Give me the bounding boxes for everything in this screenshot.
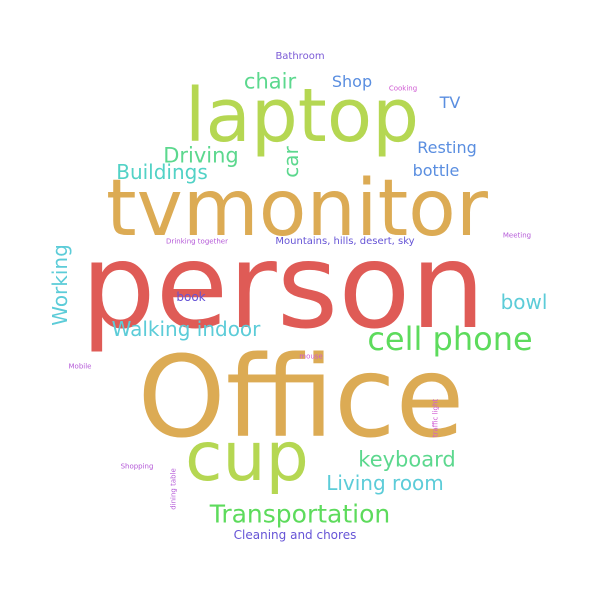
word-cup: cup [185, 418, 309, 497]
word-shopping: Shopping [120, 462, 154, 471]
word-mobile: Mobile [68, 362, 92, 371]
word-walking-indoor: Walking indoor [111, 317, 261, 341]
word-keyboard: keyboard [358, 447, 456, 472]
word-mouse: mouse [299, 352, 323, 361]
word-driving: Driving [163, 143, 239, 168]
word-cooking: Cooking [388, 84, 418, 93]
word-chair: chair [243, 69, 297, 94]
word-buildings: Buildings [116, 160, 208, 184]
word-shop: Shop [331, 72, 373, 91]
word-transportation: Transportation [209, 499, 391, 529]
word-tv: TV [439, 93, 461, 112]
word-dining-table: dining table [169, 468, 178, 510]
word-cleaning-and-chores: Cleaning and chores [233, 528, 357, 542]
word-meeting: Meeting [502, 231, 532, 240]
word-bowl: bowl [500, 290, 548, 314]
word-resting: Resting [417, 138, 477, 157]
word-cell-phone: cell phone [367, 320, 533, 358]
word-book: book [176, 290, 206, 304]
word-drinking-together: Drinking together [166, 237, 228, 246]
word-laptop: laptop [184, 73, 420, 159]
word-person: person [80, 217, 486, 355]
word-car: car [279, 146, 303, 178]
word-tvmonitor: tvmonitor [106, 164, 488, 254]
word-bottle: bottle [412, 161, 460, 180]
word-traffic-light: traffic light [431, 398, 440, 438]
word-working: Working [48, 244, 72, 326]
word-office: Office [137, 333, 465, 463]
word-living-room: Living room [326, 471, 444, 495]
word-mountains-hills-desert-sky: Mountains, hills, desert, sky [275, 236, 415, 247]
word-bathroom: Bathroom [275, 51, 325, 62]
